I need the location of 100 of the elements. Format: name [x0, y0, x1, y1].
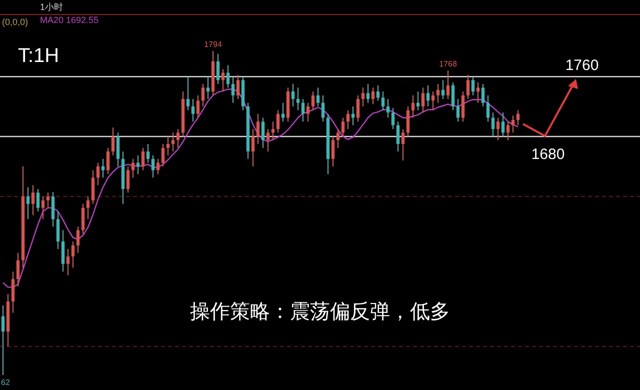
- candlestick: [171, 132, 175, 152]
- candlestick: [391, 108, 395, 130]
- candlestick: [511, 114, 515, 134]
- candlestick: [56, 210, 60, 250]
- candlestick: [296, 87, 300, 111]
- candlestick: [141, 147, 145, 171]
- candlestick: [11, 271, 15, 314]
- text: MA20: [40, 15, 64, 25]
- candlestick: [456, 98, 460, 122]
- candlestick: [311, 91, 315, 111]
- candlestick: [191, 98, 195, 122]
- candlestick: [321, 94, 325, 122]
- annotation: 1794: [204, 40, 222, 49]
- candlestick: [411, 94, 415, 118]
- candlestick: [306, 102, 310, 122]
- candlestick: [206, 76, 210, 100]
- annotation: 62: [1, 378, 10, 387]
- candlestick: [51, 191, 55, 228]
- candlestick: [26, 186, 30, 220]
- candlestick: [416, 91, 420, 111]
- candlestick: [231, 76, 235, 104]
- candlestick: [176, 128, 180, 148]
- candlestick: [216, 53, 220, 85]
- candlestick: [31, 184, 35, 216]
- candlestick: [361, 87, 365, 107]
- annotation: 1768: [439, 59, 458, 68]
- candlestick: [381, 91, 385, 111]
- candlestick: [501, 112, 505, 138]
- candlestick: [126, 166, 130, 194]
- candlestick: [461, 91, 465, 122]
- candlestick: [221, 68, 225, 92]
- candlestick: [261, 117, 265, 148]
- candlestick: [161, 143, 165, 167]
- candlestick: [516, 110, 520, 126]
- candlestick: [366, 84, 370, 104]
- candlestick: [371, 87, 375, 105]
- candlestick: [196, 94, 200, 118]
- candlestick: [386, 98, 390, 118]
- candlestick: [266, 128, 270, 152]
- candlestick: [186, 76, 190, 111]
- candlestick: [291, 84, 295, 107]
- candlestick: [111, 126, 115, 156]
- candlestick: [226, 64, 230, 88]
- candlestick: [66, 248, 70, 276]
- candlestick: [431, 91, 435, 111]
- candlestick: [476, 82, 480, 104]
- candlestick: [46, 192, 50, 208]
- candlestick: [276, 110, 280, 134]
- chart-title: T:1H: [18, 45, 60, 67]
- candlestick: [36, 188, 40, 212]
- candlestick: [331, 136, 335, 167]
- text: 1小时: [40, 2, 64, 12]
- candlestick: [256, 113, 260, 144]
- candlestick: [491, 112, 495, 138]
- candlestick: [61, 230, 65, 272]
- candlestick: [406, 106, 410, 138]
- candlestick: [201, 84, 205, 107]
- annotation: 操作策略：震荡偏反弹，低多: [190, 301, 450, 323]
- candlestick: [271, 121, 275, 141]
- candlestick: [446, 70, 450, 100]
- candlestick: [396, 121, 400, 152]
- candlestick: [166, 136, 170, 156]
- text: 1680: [531, 146, 565, 163]
- candlestick: [151, 154, 155, 178]
- text: 1760: [565, 57, 599, 74]
- candlestick: [106, 147, 110, 175]
- candlestick: [436, 84, 440, 104]
- candlestick: [486, 94, 490, 122]
- candlestick: [81, 203, 85, 235]
- candlestick: [86, 196, 90, 220]
- candlestick: [441, 80, 445, 100]
- candlestick: [346, 110, 350, 130]
- candlestick: [481, 84, 485, 107]
- candlestick: [301, 98, 305, 122]
- candlestick: [376, 84, 380, 102]
- candlestick: [451, 82, 455, 111]
- candlestick: [316, 87, 320, 107]
- candlestick: [116, 132, 120, 167]
- candlestick: [251, 128, 255, 167]
- candlestick: [496, 117, 500, 141]
- candlestick: [341, 117, 345, 138]
- candlestick: [401, 128, 405, 162]
- candlestick: [426, 84, 430, 107]
- candlestick: [1, 304, 5, 376]
- candlestick: [466, 74, 470, 100]
- candlestick: [71, 241, 75, 268]
- text: (0,0,0): [2, 17, 28, 27]
- candlestick: [91, 170, 95, 204]
- candlestick: [136, 154, 140, 175]
- candlestick: [356, 94, 360, 122]
- candlestick: [506, 121, 510, 141]
- text: 1692.55: [66, 15, 99, 25]
- candlestick: [471, 76, 475, 96]
- candlestick: [16, 252, 20, 288]
- candlestick: [421, 87, 425, 114]
- candlestick: [146, 143, 150, 164]
- candlestick: [236, 74, 240, 100]
- candlestick: [336, 128, 340, 148]
- candlestick: [96, 162, 100, 186]
- candlestick: [76, 226, 80, 254]
